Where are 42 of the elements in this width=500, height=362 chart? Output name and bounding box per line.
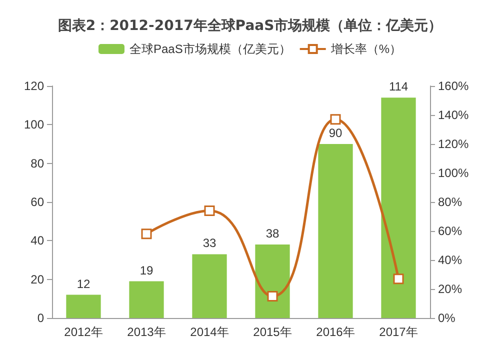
y-tick-label: 0 — [37, 311, 44, 325]
x-tick-label: 2012年 — [64, 325, 103, 339]
legend-label: 增长率（%） — [330, 42, 402, 56]
point — [267, 291, 278, 302]
legend-label: 全球PaaS市场规模（亿美元） — [129, 42, 291, 56]
x-tick-label: 2017年 — [379, 325, 418, 339]
y-tick-label: 80 — [30, 156, 44, 170]
y2-tick-label: 80% — [438, 195, 462, 209]
data-label: 19 — [140, 263, 154, 278]
y-tick-label: 40 — [30, 234, 44, 248]
point — [141, 228, 152, 240]
data-label: 33 — [202, 236, 216, 250]
y2-tick-label: 0% — [438, 311, 456, 325]
chart-title: 图表2：2012-2017年全球PaaS市场规模（单位：亿美元） — [58, 17, 442, 34]
bar — [66, 294, 101, 318]
y2-tick-label: 120% — [438, 137, 470, 151]
y2-tick-label: 60% — [438, 224, 462, 238]
y2-tick-label: 160% — [438, 79, 470, 93]
x-tick-label: 2014年 — [190, 325, 229, 339]
x-tick-label: 2013年 — [127, 325, 166, 339]
data-label: 90 — [328, 126, 342, 140]
y-tick-label: 60 — [30, 195, 44, 209]
x-tick-label: 2015年 — [253, 325, 292, 339]
point — [204, 205, 215, 216]
point — [393, 274, 404, 284]
y2-tick-label: 20% — [438, 282, 462, 296]
x-tick-label: 2016年 — [316, 325, 355, 339]
bar — [192, 254, 227, 318]
y-tick-label: 120 — [24, 79, 44, 93]
data-label: 38 — [266, 226, 280, 241]
y-tick-label: 20 — [30, 272, 44, 286]
y2-tick-label: 100% — [438, 166, 470, 180]
bar — [381, 98, 416, 318]
data-label: 114 — [388, 80, 408, 94]
y-tick-label: 100 — [24, 118, 44, 132]
bar — [129, 281, 164, 318]
point — [330, 114, 341, 125]
bar — [318, 144, 353, 318]
y2-tick-label: 140% — [438, 108, 470, 122]
bar — [255, 244, 290, 318]
y2-tick-label: 40% — [438, 253, 462, 267]
data-label: 12 — [76, 276, 90, 291]
